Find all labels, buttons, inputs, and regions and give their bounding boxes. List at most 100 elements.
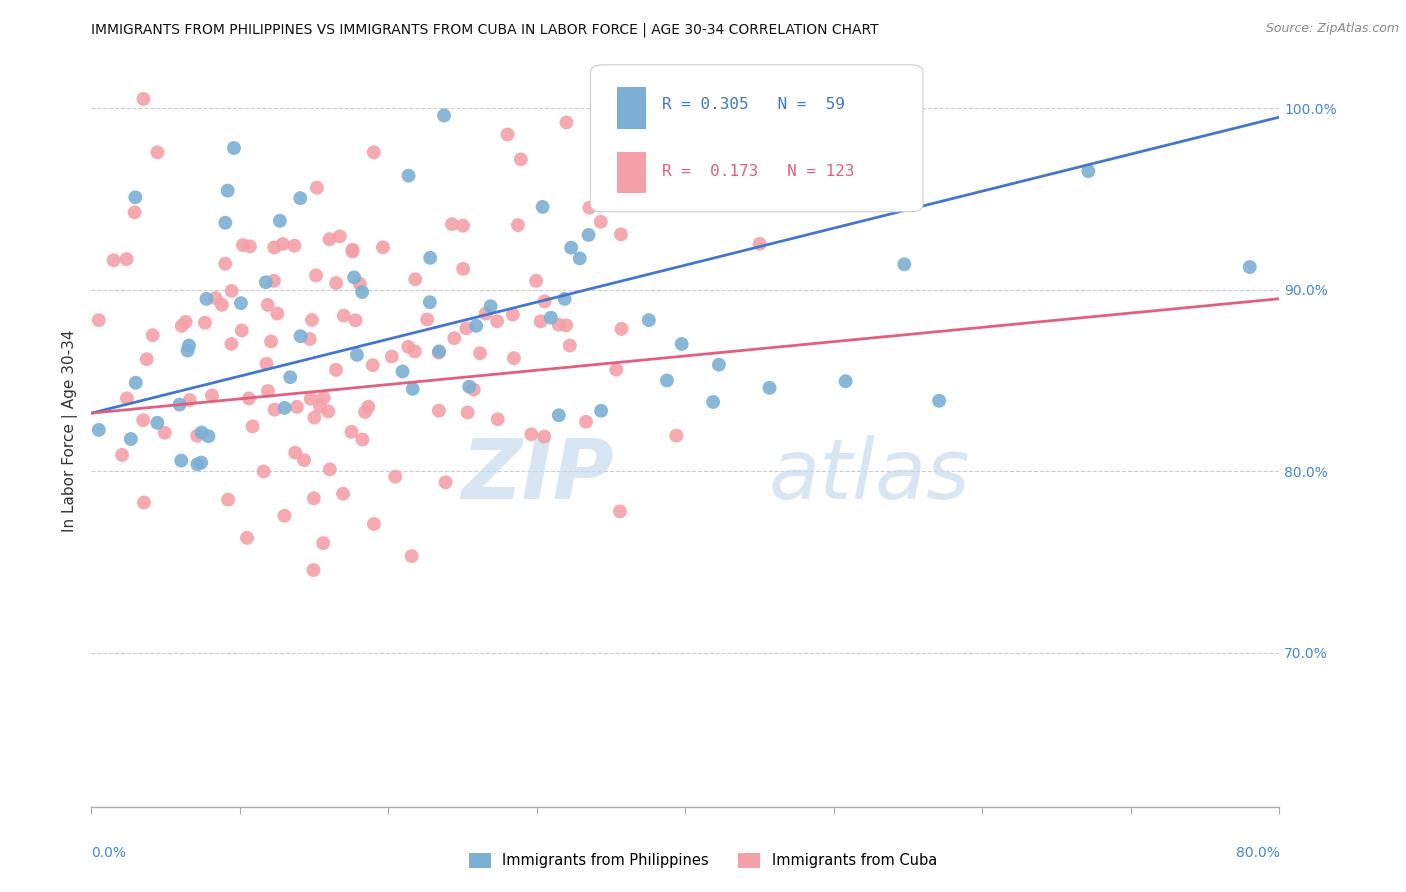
Point bbox=[398, 169, 420, 183]
Point bbox=[305, 268, 328, 283]
Point bbox=[427, 344, 450, 359]
Point bbox=[404, 344, 426, 359]
Text: atlas: atlas bbox=[769, 435, 970, 516]
Text: Source: ZipAtlas.com: Source: ZipAtlas.com bbox=[1265, 22, 1399, 36]
Point bbox=[578, 227, 600, 242]
Text: 0.0%: 0.0% bbox=[91, 846, 127, 860]
Point bbox=[568, 252, 591, 266]
Point bbox=[190, 425, 212, 440]
Point bbox=[301, 313, 323, 327]
Point bbox=[222, 141, 245, 155]
Point bbox=[115, 252, 138, 267]
Point bbox=[214, 257, 236, 271]
Point bbox=[707, 358, 730, 372]
Point bbox=[309, 400, 332, 414]
Point bbox=[344, 313, 367, 327]
Point bbox=[342, 244, 364, 259]
Point bbox=[194, 316, 217, 330]
Point bbox=[547, 318, 569, 332]
Point bbox=[232, 238, 254, 252]
Point bbox=[302, 491, 325, 506]
Point bbox=[302, 563, 325, 577]
Legend: Immigrants from Philippines, Immigrants from Cuba: Immigrants from Philippines, Immigrants … bbox=[463, 847, 943, 874]
Point bbox=[142, 328, 165, 343]
Point bbox=[371, 240, 394, 254]
Point bbox=[463, 383, 485, 397]
Point bbox=[419, 295, 441, 310]
Point bbox=[292, 453, 315, 467]
Point bbox=[458, 379, 481, 393]
Point bbox=[254, 275, 277, 289]
Point bbox=[201, 388, 224, 402]
Point bbox=[404, 272, 426, 286]
Point bbox=[609, 504, 631, 518]
Point bbox=[305, 180, 328, 194]
Point bbox=[221, 284, 243, 298]
Point bbox=[217, 492, 239, 507]
Point bbox=[384, 469, 406, 483]
Point bbox=[186, 458, 208, 472]
Point bbox=[252, 465, 274, 479]
Point bbox=[834, 374, 856, 388]
Point bbox=[170, 453, 193, 467]
Point bbox=[391, 364, 413, 378]
Point bbox=[290, 329, 312, 343]
Point bbox=[174, 315, 197, 329]
Point bbox=[316, 404, 339, 418]
Point bbox=[745, 190, 768, 204]
Point bbox=[486, 412, 509, 426]
Point bbox=[758, 381, 780, 395]
Point bbox=[231, 323, 253, 337]
Point bbox=[555, 115, 578, 129]
Point bbox=[468, 346, 491, 360]
Point bbox=[319, 462, 342, 476]
Point bbox=[506, 218, 529, 232]
Point bbox=[186, 428, 208, 442]
Point bbox=[540, 310, 562, 325]
Point bbox=[278, 370, 301, 384]
Point bbox=[239, 239, 262, 253]
Point bbox=[354, 405, 377, 419]
Point bbox=[401, 549, 423, 563]
Point bbox=[211, 298, 233, 312]
Text: 80.0%: 80.0% bbox=[1236, 846, 1279, 860]
Point bbox=[665, 428, 688, 442]
Point bbox=[486, 314, 509, 328]
Point bbox=[928, 393, 950, 408]
Point bbox=[502, 308, 524, 322]
Point bbox=[299, 392, 322, 406]
Point bbox=[533, 294, 555, 309]
Point bbox=[132, 495, 155, 509]
Point bbox=[503, 351, 526, 366]
Point bbox=[451, 261, 474, 276]
Point bbox=[589, 215, 612, 229]
Point bbox=[87, 423, 110, 437]
Text: IMMIGRANTS FROM PHILIPPINES VS IMMIGRANTS FROM CUBA IN LABOR FORCE | AGE 30-34 C: IMMIGRANTS FROM PHILIPPINES VS IMMIGRANT… bbox=[91, 22, 879, 37]
Point bbox=[325, 276, 347, 290]
Point bbox=[115, 392, 138, 406]
Point bbox=[554, 292, 576, 306]
Point bbox=[256, 298, 278, 312]
Point bbox=[111, 448, 134, 462]
Point bbox=[260, 334, 283, 349]
Point bbox=[312, 391, 335, 405]
Point bbox=[342, 243, 364, 257]
Point bbox=[647, 146, 669, 161]
Point bbox=[242, 419, 264, 434]
Text: R = 0.305   N =  59: R = 0.305 N = 59 bbox=[662, 96, 845, 112]
Point bbox=[496, 128, 519, 142]
Point bbox=[578, 201, 600, 215]
Point bbox=[591, 403, 613, 417]
Point bbox=[443, 331, 465, 345]
Text: ZIP: ZIP bbox=[461, 435, 614, 516]
Point bbox=[530, 314, 553, 328]
Point bbox=[363, 516, 385, 531]
Point bbox=[285, 400, 308, 414]
Point bbox=[318, 232, 340, 246]
Point bbox=[533, 429, 555, 443]
Point bbox=[396, 340, 419, 354]
Point bbox=[197, 429, 219, 443]
Point bbox=[441, 217, 464, 231]
Point bbox=[273, 401, 295, 415]
Point bbox=[560, 241, 582, 255]
